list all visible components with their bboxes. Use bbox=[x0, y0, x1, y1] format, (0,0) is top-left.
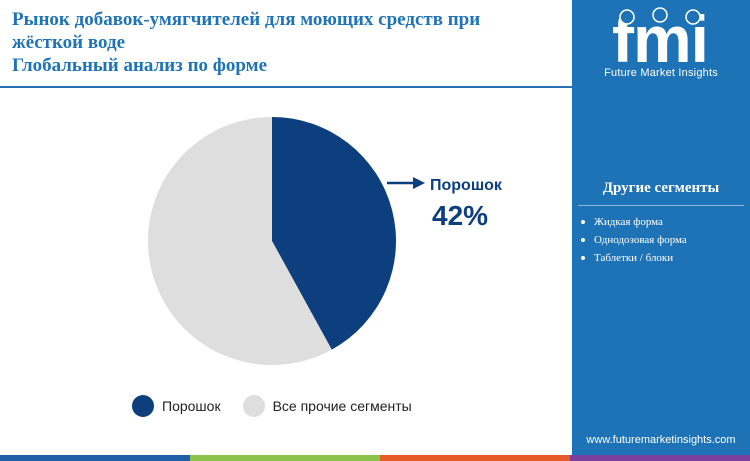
title-divider bbox=[0, 86, 572, 88]
legend-swatch-powder bbox=[132, 395, 154, 417]
chart-legend: Порошок Все прочие сегменты bbox=[132, 395, 434, 417]
list-item: Однодозовая форма bbox=[580, 231, 687, 249]
pie-slice-other bbox=[147, 117, 332, 365]
list-item: Таблетки / блоки bbox=[580, 249, 687, 267]
pie-chart: Порошок 42% bbox=[147, 117, 503, 365]
bottom-bar-segment-purple bbox=[570, 455, 750, 461]
list-item: Жидкая форма bbox=[580, 213, 687, 231]
callout-arrowhead bbox=[413, 177, 425, 189]
callout-value: 42% bbox=[432, 200, 488, 231]
fmi-logo: fmi bbox=[612, 2, 709, 72]
website-link[interactable]: www.futuremarketinsights.com bbox=[586, 434, 736, 446]
legend-label-powder: Порошок bbox=[162, 398, 221, 414]
callout: Порошок 42% bbox=[387, 177, 503, 231]
pie-slice-powder bbox=[272, 117, 396, 350]
title-line-1: Рынок добавок-умягчителей для моющих сре… bbox=[12, 9, 481, 30]
bottom-bar-segment-orange bbox=[380, 455, 570, 461]
logo-tagline: Future Market Insights bbox=[604, 67, 718, 79]
pie-slices bbox=[147, 117, 396, 365]
legend-swatch-other bbox=[242, 395, 265, 417]
sidebar-panel: fmi Future Market Insights Другие сегмен… bbox=[572, 0, 750, 461]
legend-label-other: Все прочие сегменты bbox=[272, 398, 412, 414]
other-segments-list: Жидкая форма Однодозовая форма Таблетки … bbox=[580, 213, 687, 267]
title-line-3: Глобальный анализ по форме bbox=[12, 55, 268, 76]
page-title: Рынок добавок-умягчителей для моющих сре… bbox=[12, 8, 572, 77]
bottom-bar-segment-green bbox=[190, 455, 380, 461]
legend-item-powder: Порошок bbox=[132, 395, 221, 417]
callout-label: Порошок bbox=[430, 177, 503, 194]
legend-item-other: Все прочие сегменты bbox=[242, 395, 412, 417]
logo-globe-icons bbox=[619, 7, 701, 25]
sidebar-divider bbox=[578, 205, 744, 206]
bottom-color-bar bbox=[0, 455, 750, 461]
bottom-bar-segment-blue bbox=[0, 455, 190, 461]
other-segments-heading: Другие сегменты bbox=[602, 180, 720, 196]
title-line-2: жёсткой воде bbox=[12, 32, 125, 53]
